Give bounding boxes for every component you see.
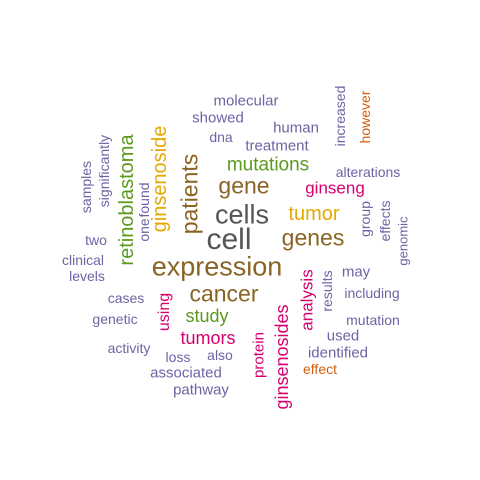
word-genetic: genetic	[92, 311, 138, 327]
word-expression: expression	[151, 251, 283, 282]
word-group: group	[357, 201, 373, 237]
word-patients: patients	[176, 153, 203, 235]
word-gene: gene	[218, 172, 270, 199]
word-genes: genes	[281, 224, 345, 251]
word-using: using	[156, 292, 173, 332]
word-effect: effect	[303, 361, 337, 377]
word-significantly: significantly	[96, 134, 112, 208]
word-study: study	[185, 306, 229, 326]
word-associated: associated	[150, 364, 222, 382]
word-tumor: tumor	[288, 203, 340, 225]
word-cells: cells	[214, 199, 270, 230]
word-also: also	[207, 347, 233, 363]
word-genomic: genomic	[395, 216, 411, 266]
word-effects: effects	[377, 200, 393, 242]
word-mutations: mutations	[226, 154, 310, 176]
word-showed: showed	[192, 109, 244, 127]
word-identified: identified	[307, 344, 369, 362]
word-tumors: tumors	[180, 328, 236, 348]
word-protein: protein	[250, 332, 268, 378]
word-clinical: clinical	[61, 252, 105, 268]
word-mutation: mutation	[346, 312, 400, 328]
word-human: human	[273, 119, 319, 137]
word-used: used	[326, 327, 360, 345]
word-may: may	[341, 263, 371, 281]
word-two: two	[85, 232, 107, 248]
word-molecular: molecular	[213, 92, 279, 110]
word-cell: cell	[206, 223, 252, 256]
word-activity: activity	[107, 340, 151, 356]
word-cancer: cancer	[189, 280, 259, 307]
word-ginseng: ginseng	[305, 178, 365, 198]
word-ginsenoside: ginsenoside	[149, 125, 171, 233]
word-loss: loss	[165, 349, 191, 365]
word-samples: samples	[78, 160, 94, 214]
word-dna: dna	[209, 129, 233, 145]
word-increased: increased	[332, 85, 348, 147]
word-analysis: analysis	[297, 269, 317, 331]
word-results: results	[319, 270, 335, 312]
word-treatment: treatment	[245, 137, 309, 155]
word-one: one	[136, 218, 152, 242]
word-alterations: alterations	[335, 164, 401, 180]
word-found: found	[136, 182, 152, 218]
word-cases: cases	[107, 290, 145, 306]
word-levels: levels	[69, 268, 105, 284]
word-however: however	[357, 90, 373, 144]
word-pathway: pathway	[173, 381, 229, 399]
word-ginsenosides: ginsenosides	[272, 304, 292, 410]
word-including: including	[344, 285, 400, 301]
word-retinoblastoma: retinoblastoma	[116, 134, 138, 266]
